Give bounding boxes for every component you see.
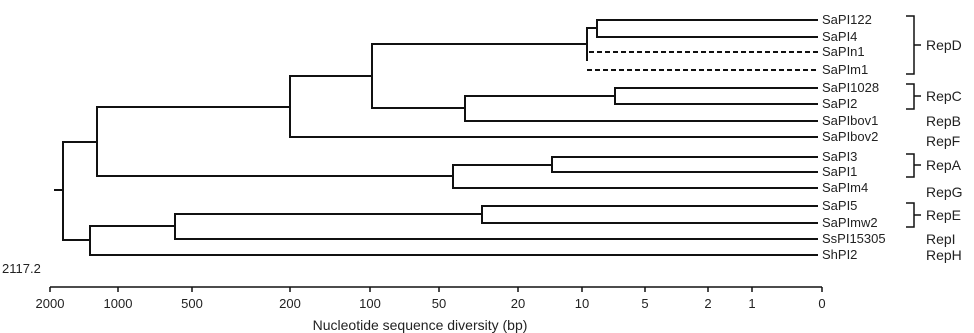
group-label: RepA (926, 157, 962, 173)
branch (614, 87, 818, 105)
axis-tick-label: 5 (641, 296, 648, 311)
leaf-label: SaPI3 (822, 149, 857, 164)
axis-tick-label: 100 (359, 296, 381, 311)
branch (481, 205, 818, 224)
axis-tick-label: 2000 (36, 296, 65, 311)
x-axis-label: Nucleotide sequence diversity (bp) (313, 317, 528, 333)
group-label: RepH (926, 247, 962, 263)
leaf-label: SaPIm4 (822, 180, 868, 195)
bracket-repd (906, 15, 921, 75)
branch (464, 95, 818, 122)
branch (587, 51, 818, 71)
axis-tick-label: 10 (575, 296, 589, 311)
leaf-label: SaPI5 (822, 198, 857, 213)
branch (452, 164, 818, 189)
leaf-label: SaPIbov1 (822, 113, 878, 128)
branch (174, 213, 818, 240)
leaf-label: SaPI122 (822, 12, 872, 27)
bracket-repe (906, 202, 921, 228)
branch (551, 156, 818, 173)
group-label: RepD (926, 37, 962, 53)
leaf-label: ShPI2 (822, 247, 857, 262)
group-label: RepF (926, 133, 960, 149)
group-label: RepE (926, 207, 961, 223)
branch (596, 19, 818, 38)
axis-tick-label: 0 (818, 296, 825, 311)
bracket-repa (906, 153, 921, 178)
branch (89, 225, 818, 256)
axis-tick-label: 2 (704, 296, 711, 311)
branch (96, 106, 453, 177)
axis-tick-label: 500 (181, 296, 203, 311)
axis-tick-label: 20 (511, 296, 525, 311)
group-brackets (906, 15, 921, 228)
root-height-label: 2117.2 (2, 261, 41, 276)
axis-tick-label: 1 (748, 296, 755, 311)
group-label: RepC (926, 88, 962, 104)
axis-tick-label: 200 (279, 296, 301, 311)
leaf-label: SaPI1028 (822, 80, 879, 95)
leaf-label: SaPIbov2 (822, 129, 878, 144)
leaf-label: SaPI4 (822, 29, 857, 44)
leaf-label: SaPI1 (822, 164, 857, 179)
group-label: RepG (926, 184, 963, 200)
group-label: RepI (926, 231, 956, 247)
leaf-label: SaPI2 (822, 96, 857, 111)
group-label: RepB (926, 113, 961, 129)
branch (289, 75, 818, 138)
tree-branches (54, 19, 818, 256)
axis-tick-label: 50 (432, 296, 446, 311)
branch (586, 27, 597, 61)
leaf-label: SaPImw2 (822, 215, 878, 230)
x-axis: 2000 1000 500 200 100 50 20 10 5 2 1 0 Nucleotide s… (36, 286, 826, 333)
bracket-repc (906, 83, 921, 110)
leaf-label: SsPI15305 (822, 231, 886, 246)
leaf-label: SaPIn1 (822, 44, 865, 59)
branch (371, 43, 587, 109)
leaf-label: SaPIm1 (822, 62, 868, 77)
group-labels: RepD RepC RepB RepF RepA RepG RepE RepI … (926, 37, 963, 263)
axis-tick-label: 1000 (104, 296, 133, 311)
axis-ticks: 2000 1000 500 200 100 50 20 10 5 2 1 0 (36, 287, 826, 311)
